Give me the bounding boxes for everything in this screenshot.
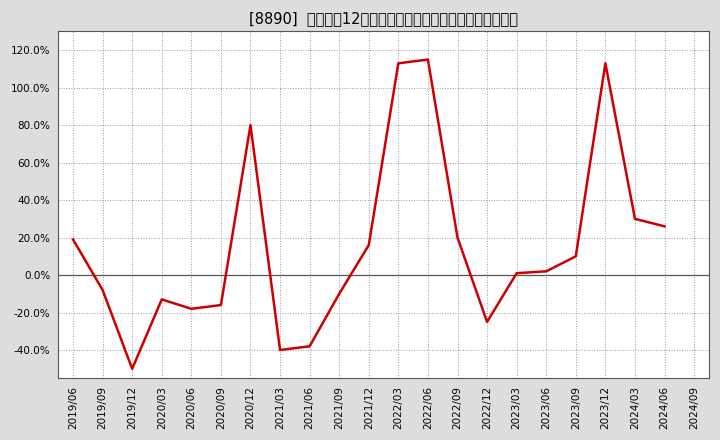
Title: [8890]  売上高の12か月移動合計の対前年同期増減率の推移: [8890] 売上高の12か月移動合計の対前年同期増減率の推移: [249, 11, 518, 26]
